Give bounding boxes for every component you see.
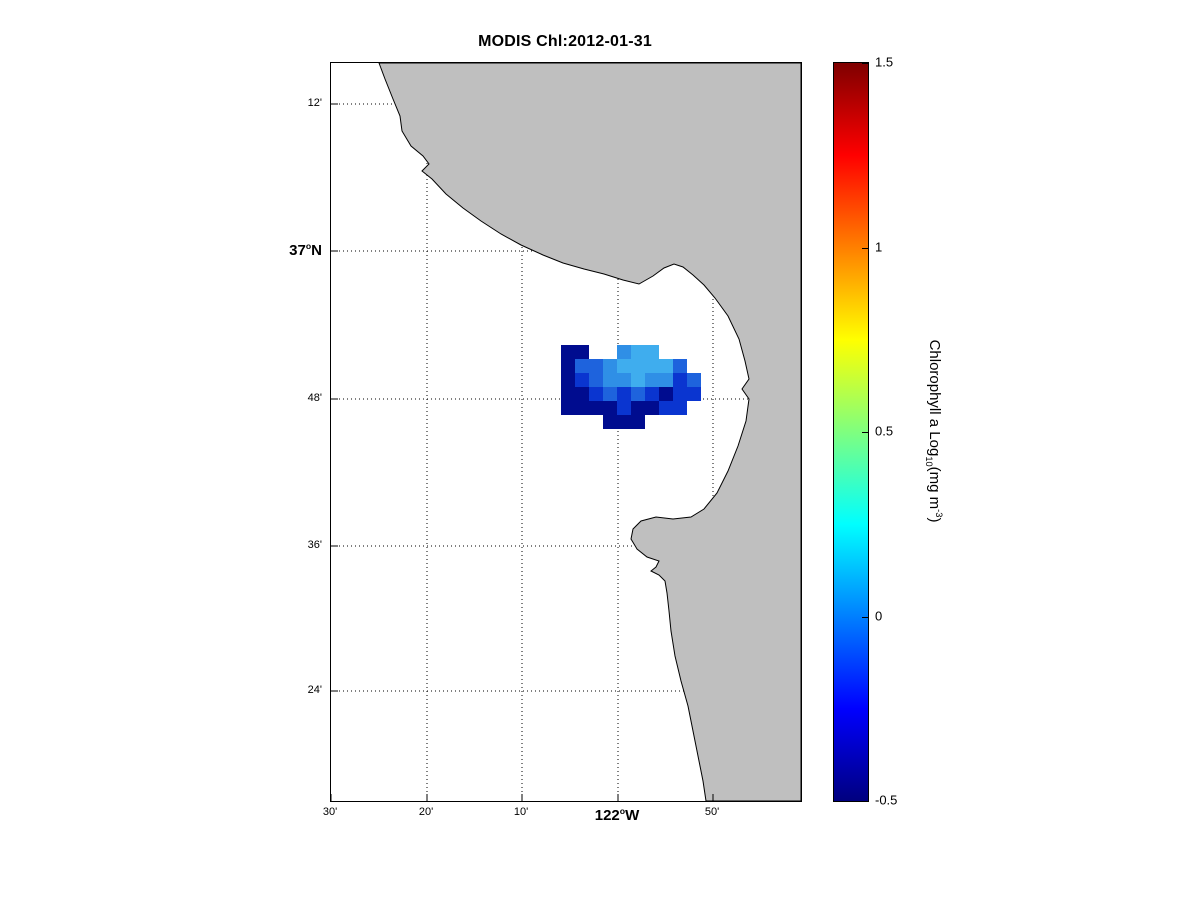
chl-pixel: [617, 373, 631, 387]
chl-pixel: [673, 359, 687, 373]
chl-pixel: [603, 415, 617, 429]
chl-pixel: [589, 387, 603, 401]
y-tick-label: 37oN: [289, 241, 322, 259]
chl-pixel: [575, 345, 589, 359]
colorbar-tick-label: 1.5: [875, 54, 894, 70]
chart-title: MODIS Chl:2012-01-31: [478, 33, 652, 50]
chl-pixel: [673, 387, 687, 401]
colorbar-tick-mark: [862, 432, 868, 433]
colorbar-tick-mark: [862, 247, 868, 249]
chl-pixel: [617, 359, 631, 373]
chl-pixel: [645, 387, 659, 401]
colorbar-tick-mark: [862, 63, 868, 64]
chl-pixel: [561, 373, 575, 387]
chl-pixel: [673, 373, 687, 387]
chl-pixel: [617, 387, 631, 401]
colorbar-label-mid: (mg m: [926, 466, 943, 510]
chl-pixel: [631, 401, 645, 415]
chl-pixel: [673, 401, 687, 415]
chlorophyll-patch: [561, 345, 701, 429]
axis-tick-marks: [331, 103, 714, 801]
y-tick-label: 24': [307, 684, 322, 696]
chl-pixel: [589, 359, 603, 373]
chl-pixel: [687, 373, 701, 387]
chl-pixel: [631, 387, 645, 401]
colorbar-tick-label: 0: [875, 608, 883, 623]
chl-pixel: [659, 387, 673, 401]
chl-pixel: [603, 387, 617, 401]
chl-pixel: [561, 359, 575, 373]
x-axis-labels: 30' 20' 10' 122oW 50': [323, 804, 800, 844]
chl-pixel: [645, 401, 659, 415]
x-tick-label: 50': [704, 806, 720, 818]
colorbar-label-text: Chlorophyll a Log: [926, 339, 943, 457]
chl-pixel: [617, 345, 631, 359]
chl-pixel: [645, 373, 659, 387]
chl-pixel: [659, 359, 673, 373]
colorbar-label-superscript: -3: [934, 509, 944, 518]
colorbar-tick-label: 0.5: [875, 423, 894, 439]
chl-pixel: [617, 415, 631, 429]
chl-pixel: [631, 359, 645, 373]
chl-pixel: [631, 373, 645, 387]
y-tick-label: 36': [307, 539, 322, 551]
colorbar-tick-labels: 1.5 1 0.5 0 -0.5: [875, 55, 935, 808]
chl-pixel: [589, 373, 603, 387]
chl-pixel: [687, 387, 701, 401]
colorbar: [833, 62, 869, 802]
colorbar-label-close: ): [926, 517, 943, 523]
plot-area: [330, 62, 802, 802]
map-svg: [331, 63, 801, 801]
colorbar-tick-mark: [862, 801, 868, 802]
colorbar-tick-label: 1: [875, 239, 883, 254]
chl-pixel: [575, 359, 589, 373]
chl-pixel: [561, 387, 575, 401]
chl-pixel: [575, 373, 589, 387]
y-tick-label: 48': [307, 392, 322, 404]
colorbar-tick-label: -0.5: [875, 792, 898, 808]
colorbar-axis-label: Chlorophyll a Log10(mg m-3): [924, 340, 944, 523]
x-tick-label: 30': [322, 806, 338, 818]
y-tick-label: 12': [307, 97, 322, 109]
colorbar-tick-mark: [862, 616, 868, 618]
chl-pixel: [561, 345, 575, 359]
grid-lines: [331, 63, 801, 801]
x-tick-label: 20': [418, 806, 434, 818]
chl-pixel: [631, 415, 645, 429]
x-tick-label: 122oW: [594, 806, 640, 824]
land-polygon: [378, 63, 801, 801]
chl-pixel: [561, 401, 575, 415]
chl-pixel: [645, 359, 659, 373]
chl-pixel: [631, 345, 645, 359]
chl-pixel: [589, 401, 603, 415]
x-tick-label: 10': [513, 806, 529, 818]
chl-pixel: [603, 401, 617, 415]
y-axis-labels: 12' 37oN 48' 36' 24': [150, 62, 322, 800]
chl-pixel: [617, 401, 631, 415]
chl-pixel: [603, 359, 617, 373]
chl-pixel: [575, 387, 589, 401]
chl-pixel: [645, 345, 659, 359]
chl-pixel: [575, 401, 589, 415]
chl-pixel: [603, 373, 617, 387]
chl-pixel: [659, 401, 673, 415]
colorbar-label-subscript: 10: [924, 456, 934, 467]
chl-pixel: [659, 373, 673, 387]
